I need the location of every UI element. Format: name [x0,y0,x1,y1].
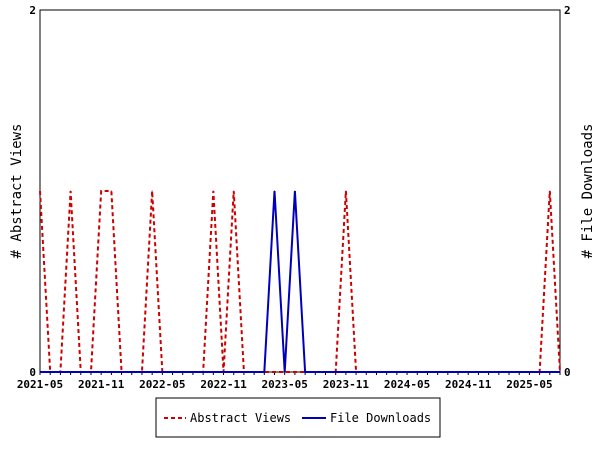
data-point [375,371,377,373]
data-point [253,371,255,373]
data-point [294,371,296,373]
data-point [141,371,143,373]
data-point [233,371,235,373]
y-left-tick-min: 0 [29,366,36,379]
data-point [284,371,286,373]
data-point [263,371,265,373]
x-tick-label: 2025-05 [506,378,552,391]
data-point [477,371,479,373]
data-point [212,190,214,192]
data-point [447,371,449,373]
data-point [396,371,398,373]
data-point [539,371,541,373]
data-point [416,371,418,373]
data-point [59,371,61,373]
data-point [386,371,388,373]
data-point [355,371,357,373]
data-point [80,371,82,373]
data-point [202,371,204,373]
y-left-tick-max: 2 [29,4,36,17]
data-point [39,371,41,373]
data-point [39,190,41,192]
data-point [110,190,112,192]
data-point [457,371,459,373]
data-point [223,371,225,373]
data-point [518,371,520,373]
data-point [192,371,194,373]
data-point [498,371,500,373]
data-point [437,371,439,373]
data-point [151,371,153,373]
data-point [294,190,296,192]
x-tick-label: 2022-05 [139,378,185,391]
data-point [100,371,102,373]
data-point [335,371,337,373]
data-point [345,371,347,373]
x-tick-label: 2024-05 [384,378,430,391]
data-point [304,371,306,373]
data-point [233,190,235,192]
x-tick-label: 2021-11 [78,378,125,391]
legend-label-file-downloads: File Downloads [330,411,431,425]
legend: Abstract Views File Downloads [155,397,441,438]
data-point [324,371,326,373]
data-point [345,190,347,192]
data-point [100,190,102,192]
data-point [90,371,92,373]
data-point [243,371,245,373]
x-tick-label: 2024-11 [445,378,492,391]
data-point [121,371,123,373]
data-point [274,190,276,192]
x-tick-label: 2021-05 [17,378,63,391]
data-point [365,371,367,373]
data-point [559,371,561,373]
data-point [274,371,276,373]
y-axis-right-label: # File Downloads [580,124,596,259]
data-point [182,371,184,373]
data-point [406,371,408,373]
data-point [426,371,428,373]
x-tick-label: 2023-05 [262,378,308,391]
data-point [161,371,163,373]
data-point [70,371,72,373]
data-point [314,371,316,373]
legend-label-abstract-views: Abstract Views [190,411,291,425]
data-point [488,371,490,373]
x-tick-label: 2022-11 [200,378,247,391]
y-right-tick-max: 2 [564,4,571,17]
data-point [528,371,530,373]
data-point [508,371,510,373]
x-tick-label: 2023-11 [323,378,370,391]
data-point [172,371,174,373]
data-point [151,190,153,192]
data-point [549,371,551,373]
data-point [131,371,133,373]
data-point [467,371,469,373]
series-line-file-downloads [40,190,560,373]
data-point [49,371,51,373]
y-right-tick-min: 0 [564,366,571,379]
data-point [70,190,72,192]
y-axis-left-label: # Abstract Views [9,124,25,259]
data-point [110,371,112,373]
data-point [212,371,214,373]
data-point [549,190,551,192]
